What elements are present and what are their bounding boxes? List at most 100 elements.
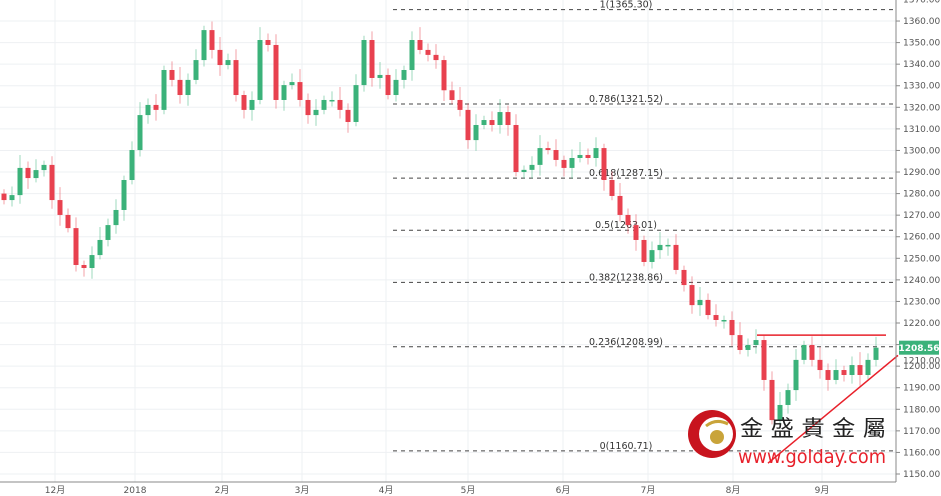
candle-body <box>649 250 655 262</box>
y-tick-label: 1320.00 <box>903 103 940 113</box>
candle <box>105 218 111 247</box>
candle <box>473 114 479 151</box>
candle-body <box>849 365 855 375</box>
candle-body <box>553 150 559 160</box>
candle-body <box>457 99 463 110</box>
candle-body <box>185 79 191 96</box>
candle-body <box>817 359 823 371</box>
candle <box>465 103 471 149</box>
candle-body <box>761 340 767 380</box>
candle-body <box>513 124 519 173</box>
candle <box>9 186 15 207</box>
y-tick-label: 1240.00 <box>903 276 940 286</box>
candle <box>689 276 695 314</box>
candle <box>177 66 183 104</box>
candle <box>273 34 279 109</box>
candle-body <box>97 239 103 256</box>
candle-body <box>369 40 375 78</box>
candle-body <box>145 104 151 116</box>
candle-body <box>633 225 639 240</box>
candle <box>841 365 847 382</box>
y-tick-label: 1250.00 <box>903 254 940 264</box>
x-tick-label: 6月 <box>556 485 571 496</box>
candle-body <box>793 359 799 391</box>
logo-coin <box>710 430 724 444</box>
candle-body <box>385 74 391 96</box>
time-axis[interactable]: 12月 2018 2月 3月 4月 5月 6月 7月 8月 9月 <box>0 481 896 496</box>
y-tick-label: 1260.00 <box>903 233 940 243</box>
candle-body <box>825 370 831 380</box>
y-tick-label: 1290.00 <box>903 168 940 178</box>
y-tick-label: 1160.00 <box>903 448 940 458</box>
y-tick-label: 1180.00 <box>903 405 940 415</box>
candle <box>873 336 879 367</box>
candle <box>729 311 735 346</box>
fibonacci-levels: 1(1365.30) 0.786(1321.52) 0.618(1287.15) 0.… <box>393 0 896 452</box>
candle <box>777 392 783 427</box>
candle-body <box>833 370 839 380</box>
candle <box>449 81 455 105</box>
candle <box>817 346 823 379</box>
candle <box>737 322 743 355</box>
candle <box>201 25 207 67</box>
fib-label: 1(1365.30) <box>600 0 653 11</box>
candle <box>161 65 167 115</box>
candle <box>753 329 759 354</box>
candle <box>233 49 239 102</box>
candle <box>65 208 71 233</box>
candle <box>481 115 487 130</box>
candle <box>441 55 447 102</box>
y-tick-label: 1190.00 <box>903 384 940 394</box>
fib-label: 0.786(1321.52) <box>589 94 663 105</box>
candle-body <box>201 30 207 61</box>
y-tick-label: 1150.00 <box>903 470 940 480</box>
candle-body <box>281 85 287 100</box>
candle <box>249 91 255 121</box>
x-tick-label: 8月 <box>726 485 741 496</box>
candle-body <box>857 365 863 375</box>
candle <box>833 359 839 385</box>
candle <box>713 304 719 327</box>
candle <box>225 53 231 70</box>
candle <box>145 98 151 124</box>
trend-overlays <box>757 334 899 464</box>
grid <box>0 0 896 482</box>
fib-label: 0.382(1238.86) <box>589 272 663 283</box>
candle <box>849 356 855 384</box>
candle <box>329 91 335 107</box>
candle-body <box>193 60 199 80</box>
candle <box>537 135 543 176</box>
candle <box>721 315 727 329</box>
logo-swoosh <box>705 419 729 428</box>
candle <box>209 21 215 59</box>
candle-body <box>1 193 7 201</box>
candle <box>313 99 319 126</box>
candle <box>113 199 119 234</box>
support-trendline <box>767 354 899 464</box>
candle-body <box>161 69 167 110</box>
candle-body <box>689 285 695 306</box>
candle <box>633 214 639 251</box>
candle <box>417 27 423 55</box>
candle <box>809 336 815 367</box>
candle <box>137 102 143 157</box>
y-tick-label: 1330.00 <box>903 82 940 92</box>
candle <box>489 111 495 132</box>
candle <box>305 93 311 124</box>
candle-body <box>249 99 255 110</box>
candle <box>377 62 383 89</box>
candle-body <box>593 148 599 158</box>
fib-label: 0.5(1263.01) <box>595 220 657 231</box>
candle-body <box>665 244 671 247</box>
price-axis[interactable]: 1150.00 1160.00 1170.00 1180.00 1190.00 1200.… <box>895 0 940 482</box>
candle <box>457 87 463 117</box>
y-tick-label: 1300.00 <box>903 146 940 156</box>
candle-body <box>865 359 871 375</box>
candle <box>825 363 831 391</box>
candle <box>545 141 551 155</box>
candle <box>705 293 711 320</box>
candle-body <box>433 54 439 61</box>
candle-body <box>505 112 511 125</box>
candle <box>289 73 295 90</box>
